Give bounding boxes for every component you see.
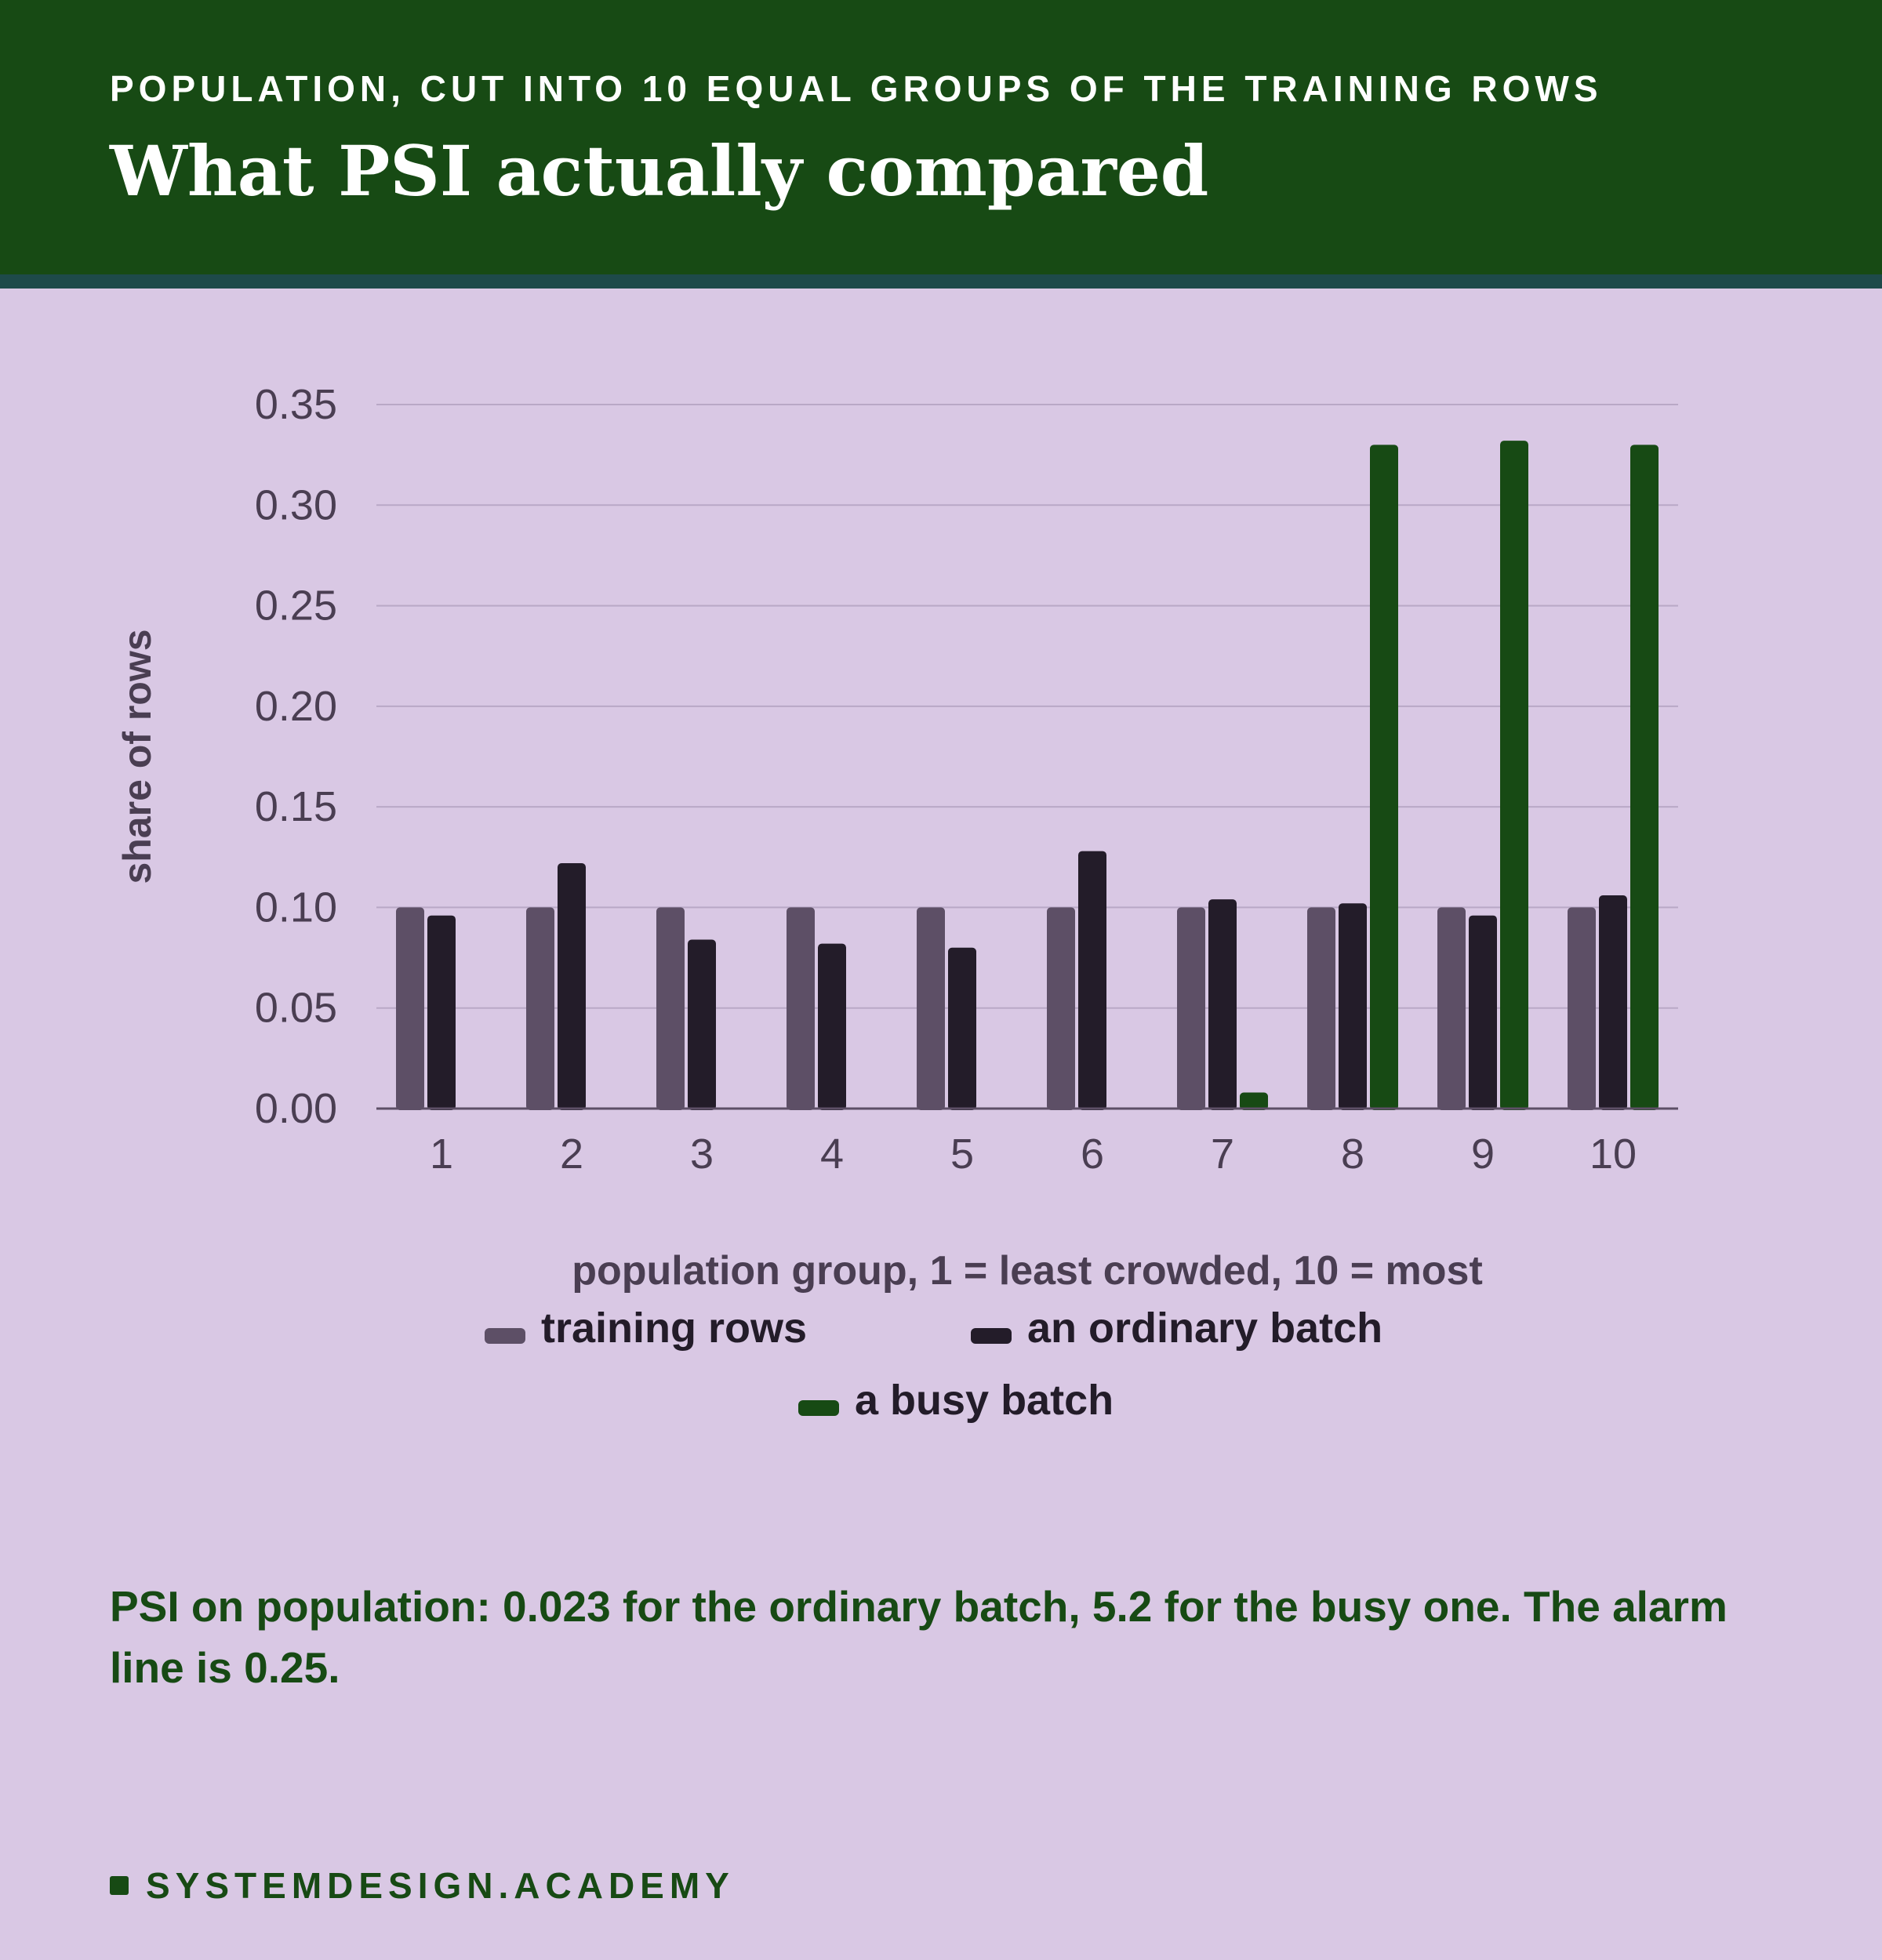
legend-label-a-busy-batch: a busy batch [855, 1377, 1114, 1424]
bar-an-ordinary-batch-8 [1339, 903, 1367, 1110]
x-tick-label: 2 [560, 1131, 583, 1178]
bar-an-ordinary-batch-4 [818, 943, 846, 1110]
x-tick-label: 7 [1211, 1131, 1234, 1178]
bar-a-busy-batch-10 [1630, 445, 1659, 1110]
psi-note: PSI on population: 0.023 for the ordinar… [110, 1582, 1728, 1692]
bar-training-rows-4 [787, 907, 815, 1110]
bar-training-rows-1 [396, 907, 424, 1110]
bar-an-ordinary-batch-5 [948, 947, 976, 1110]
x-tick-label: 9 [1471, 1131, 1495, 1178]
legend-label-training-rows: training rows [541, 1305, 807, 1352]
bar-a-busy-batch-8 [1370, 445, 1398, 1110]
bar-training-rows-7 [1177, 907, 1205, 1110]
y-tick-label: 0.10 [255, 884, 337, 931]
bar-an-ordinary-batch-7 [1208, 899, 1237, 1110]
bar-training-rows-2 [526, 907, 554, 1110]
chart-title: What PSI actually compared [110, 130, 1209, 212]
legend-swatch-a-busy-batch [798, 1400, 839, 1416]
bar-training-rows-5 [917, 907, 945, 1110]
bar-training-rows-6 [1047, 907, 1075, 1110]
header-banner: POPULATION, CUT INTO 10 EQUAL GROUPS OF … [0, 0, 1882, 289]
y-tick-label: 0.05 [255, 985, 337, 1032]
y-tick-label: 0.25 [255, 583, 337, 630]
x-tick-label: 4 [820, 1131, 844, 1178]
bar-training-rows-9 [1437, 907, 1466, 1110]
bar-an-ordinary-batch-6 [1078, 851, 1106, 1110]
y-axis-ticks: 0.00 0.05 0.10 0.15 0.20 0.25 0.30 0.35 [255, 381, 337, 1132]
y-tick-label: 0.00 [255, 1085, 337, 1132]
y-tick-label: 0.30 [255, 481, 337, 528]
legend-swatch-an-ordinary-batch [971, 1328, 1012, 1344]
bar-training-rows-8 [1307, 907, 1335, 1110]
bar-a-busy-batch-9 [1500, 441, 1528, 1110]
bar-an-ordinary-batch-3 [688, 939, 716, 1110]
x-tick-label: 6 [1081, 1131, 1104, 1178]
legend: training rows an ordinary batch a busy bat… [485, 1305, 1382, 1424]
x-tick-label: 10 [1590, 1131, 1637, 1178]
bar-training-rows-3 [656, 907, 685, 1110]
x-axis-label: population group, 1 = least crowded, 10 … [572, 1248, 1483, 1294]
brand-square-icon [110, 1876, 129, 1895]
bar-an-ordinary-batch-9 [1469, 915, 1497, 1110]
brand-name: SYSTEMDESIGN.ACADEMY [146, 1865, 735, 1906]
chart-kicker: POPULATION, CUT INTO 10 EQUAL GROUPS OF … [110, 68, 1603, 109]
bar-training-rows-10 [1568, 907, 1596, 1110]
x-tick-label: 1 [430, 1131, 453, 1178]
y-tick-label: 0.20 [255, 683, 337, 730]
legend-swatch-training-rows [485, 1328, 525, 1344]
bars [396, 441, 1659, 1110]
y-axis-label: share of rows [115, 629, 159, 884]
bar-a-busy-batch-7 [1240, 1092, 1268, 1110]
y-tick-label: 0.35 [255, 381, 337, 428]
bar-an-ordinary-batch-10 [1599, 895, 1627, 1110]
bar-chart: 0.00 0.05 0.10 0.15 0.20 0.25 0.30 0.35 1 2 3 4 5 6 7… [115, 381, 1678, 1424]
bar-an-ordinary-batch-1 [427, 915, 456, 1110]
y-tick-label: 0.15 [255, 783, 337, 830]
legend-label-an-ordinary-batch: an ordinary batch [1027, 1305, 1382, 1352]
x-tick-label: 5 [950, 1131, 974, 1178]
bar-an-ordinary-batch-2 [558, 862, 586, 1110]
x-tick-label: 3 [690, 1131, 714, 1178]
brand-footer: SYSTEMDESIGN.ACADEMY [110, 1864, 735, 1907]
x-tick-label: 8 [1341, 1131, 1364, 1178]
x-axis-ticks: 1 2 3 4 5 6 7 8 9 10 [430, 1131, 1637, 1178]
gridlines [376, 404, 1678, 1009]
